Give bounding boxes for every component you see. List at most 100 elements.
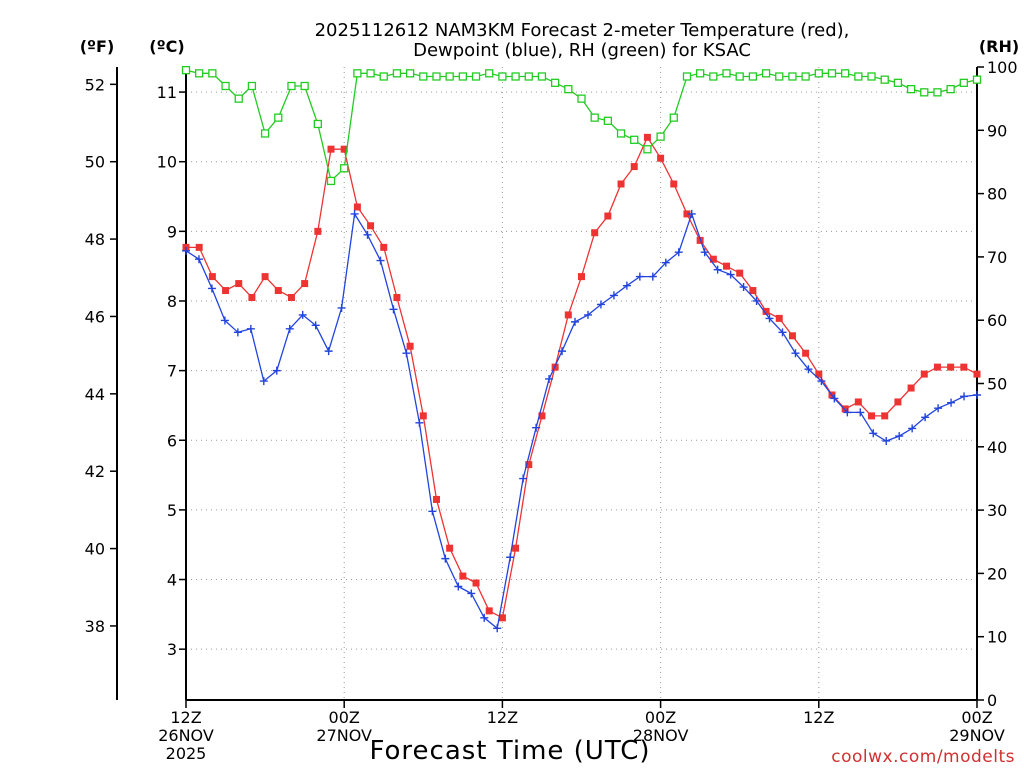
rh-point — [379, 72, 388, 81]
temperature-point — [419, 412, 427, 420]
rh-point — [854, 72, 863, 81]
rh-point — [405, 69, 415, 78]
rh-point — [234, 94, 243, 103]
celsius-tick-label: 5 — [167, 501, 177, 520]
chart-title-line-2: Dewpoint (blue), RH (green) for KSAC — [413, 40, 751, 61]
dewpoint-point — [752, 296, 761, 305]
rh-unit-label: (RH) — [979, 37, 1019, 56]
dewpoint-point — [415, 418, 424, 427]
data-series — [181, 66, 982, 633]
temperature-point — [960, 363, 968, 371]
dewpoint-point — [791, 349, 800, 358]
dewpoint-point — [882, 436, 891, 445]
rh-point — [419, 72, 428, 81]
dewpoint-point — [571, 317, 580, 326]
temperature-point — [235, 280, 243, 288]
dewpoint-point — [428, 507, 437, 516]
rh-point — [590, 113, 599, 122]
dewpoint-point — [402, 349, 411, 358]
fahrenheit-tick-label: 38 — [85, 617, 105, 636]
dewpoint-point — [441, 554, 450, 563]
temperature-point — [525, 461, 533, 469]
dewpoint-point — [713, 265, 722, 274]
x-tick-label: 12Z — [803, 708, 834, 727]
temperature-point — [446, 544, 454, 552]
temperature-point — [788, 332, 796, 340]
rh-tick-label: 60 — [987, 311, 1007, 330]
dewpoint-point — [285, 324, 294, 333]
rh-point — [867, 72, 876, 81]
rh-point — [814, 69, 823, 78]
rh-point — [616, 129, 626, 138]
rh-point — [709, 72, 718, 81]
temperature-point — [353, 203, 361, 211]
rh-point — [880, 75, 889, 84]
rh-point — [722, 69, 731, 78]
temperature-point — [604, 212, 612, 220]
rh-point — [458, 72, 468, 81]
rh-point — [340, 164, 349, 173]
dewpoint-point — [674, 248, 683, 257]
dewpoint-point — [194, 255, 203, 264]
rh-point — [564, 85, 573, 94]
temperature-series — [182, 133, 981, 622]
rh-point — [485, 69, 494, 78]
temperature-point — [815, 370, 823, 378]
rh-point — [893, 78, 903, 87]
rh-point — [260, 129, 270, 138]
temperature-point — [380, 243, 388, 251]
temperature-point — [327, 145, 335, 153]
dewpoint-point — [687, 209, 696, 218]
rh-tick-label: 100 — [987, 58, 1018, 77]
rh-point — [471, 72, 481, 81]
rh-point — [353, 69, 362, 78]
rh-tick-label: 40 — [987, 438, 1007, 457]
dewpoint-point — [506, 553, 515, 562]
temperature-point — [314, 227, 322, 235]
chart-labels: 2025112612 NAM3KM Forecast 2-meter Tempe… — [80, 20, 1019, 767]
dewpoint-point — [635, 272, 644, 281]
dewpoint-point — [609, 291, 618, 300]
dewpoint-point — [947, 398, 956, 407]
temperature-point — [340, 145, 348, 153]
rh-point — [643, 145, 652, 154]
temperature-point — [301, 280, 309, 288]
rh-tick-label: 90 — [987, 121, 1007, 140]
dewpoint-point — [246, 324, 255, 333]
temperature-point — [195, 243, 203, 251]
chart-title-line-1: 2025112612 NAM3KM Forecast 2-meter Tempe… — [315, 20, 850, 41]
temperature-point — [287, 293, 295, 301]
dewpoint-point — [869, 429, 878, 438]
dewpoint-point — [376, 256, 385, 265]
fahrenheit-tick-label: 46 — [85, 307, 105, 326]
dewpoint-point — [622, 281, 631, 290]
temperature-line — [186, 135, 978, 619]
dewpoint-point — [519, 474, 528, 483]
rh-point — [788, 72, 797, 81]
dewpoint-point — [739, 283, 748, 292]
celsius-tick-label: 10 — [157, 153, 177, 172]
temperature-point — [393, 293, 401, 301]
temperature-point — [261, 273, 269, 281]
rh-point — [761, 69, 771, 78]
x-tick-label: 00Z — [329, 708, 360, 727]
temperature-point — [881, 412, 889, 420]
rh-point — [274, 113, 283, 122]
dewpoint-point — [454, 582, 463, 591]
temperature-point — [868, 412, 876, 420]
dewpoint-point — [532, 423, 541, 432]
temperature-point — [459, 572, 467, 580]
rh-point — [366, 69, 375, 78]
rh-point — [946, 85, 955, 94]
dewpoint-series — [182, 209, 981, 633]
rh-point — [300, 81, 309, 91]
dewpoint-point — [895, 432, 904, 441]
temperature-point — [406, 342, 414, 350]
rh-point — [682, 72, 692, 81]
dewpoint-point — [363, 230, 372, 239]
celsius-unit-label: (ºC) — [149, 37, 184, 56]
rh-point — [748, 72, 758, 81]
rh-point — [696, 69, 705, 78]
x-tick-label: 29NOV — [949, 726, 1005, 745]
